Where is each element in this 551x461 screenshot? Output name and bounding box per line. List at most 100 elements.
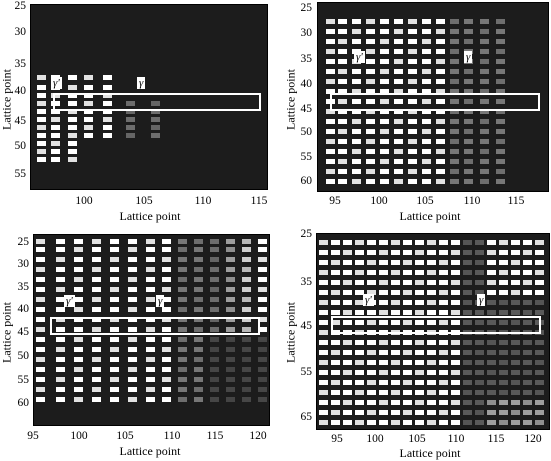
lattice-cell bbox=[326, 109, 335, 114]
lattice-cell bbox=[422, 149, 431, 154]
lattice-cell bbox=[511, 290, 520, 295]
lattice-cell bbox=[126, 101, 135, 106]
lattice-cell bbox=[178, 347, 187, 352]
lattice-cell bbox=[331, 400, 340, 405]
lattice-cell bbox=[352, 99, 361, 104]
lattice-cell bbox=[338, 79, 347, 84]
lattice-cell bbox=[258, 239, 267, 244]
lattice-cell bbox=[343, 260, 352, 265]
lattice-cell bbox=[146, 387, 155, 392]
lattice-cell bbox=[210, 307, 219, 312]
lattice-cell bbox=[37, 133, 46, 138]
lattice-cell bbox=[242, 239, 251, 244]
lattice-cell bbox=[480, 159, 489, 164]
lattice-cell bbox=[463, 370, 472, 375]
y-tick: 30 bbox=[300, 27, 313, 39]
lattice-cell bbox=[366, 119, 375, 124]
lattice-cell bbox=[436, 69, 445, 74]
lattice-cell bbox=[355, 410, 364, 415]
lattice-cell bbox=[394, 79, 403, 84]
lattice-cell bbox=[463, 320, 472, 325]
lattice-cell bbox=[535, 340, 544, 345]
lattice-cell bbox=[338, 99, 347, 104]
y-tick: 25 bbox=[300, 228, 313, 240]
lattice-cell bbox=[194, 387, 203, 392]
lattice-cell bbox=[326, 19, 335, 24]
lattice-cell bbox=[422, 139, 431, 144]
lattice-cell bbox=[366, 179, 375, 184]
lattice-cell bbox=[36, 387, 45, 392]
lattice-cell bbox=[380, 79, 389, 84]
lattice-cell bbox=[451, 410, 460, 415]
lattice-cell bbox=[37, 149, 46, 154]
lattice-cell bbox=[226, 247, 235, 252]
lattice-cell bbox=[511, 370, 520, 375]
lattice-cell bbox=[355, 380, 364, 385]
lattice-cell bbox=[391, 390, 400, 395]
x-axis-label: Lattice point bbox=[399, 209, 461, 223]
lattice-cell bbox=[451, 350, 460, 355]
lattice-cell bbox=[463, 280, 472, 285]
lattice-cell bbox=[480, 29, 489, 34]
lattice-cell bbox=[403, 400, 412, 405]
lattice-cell bbox=[331, 350, 340, 355]
lattice-cell bbox=[84, 125, 93, 130]
lattice-cell bbox=[451, 320, 460, 325]
lattice-cell bbox=[162, 377, 171, 382]
lattice-cell bbox=[56, 387, 65, 392]
lattice-cell bbox=[128, 239, 137, 244]
lattice-cell bbox=[391, 250, 400, 255]
lattice-cell bbox=[408, 69, 417, 74]
lattice-cell bbox=[367, 320, 376, 325]
lattice-cell bbox=[427, 240, 436, 245]
lattice-cell bbox=[523, 420, 532, 425]
lattice-cell bbox=[210, 257, 219, 262]
lattice-cell bbox=[379, 260, 388, 265]
lattice-cell bbox=[366, 79, 375, 84]
y-tick: 40 bbox=[14, 85, 27, 97]
lattice-cell bbox=[436, 39, 445, 44]
lattice-cell bbox=[535, 350, 544, 355]
lattice-cell bbox=[146, 337, 155, 342]
lattice-cell bbox=[415, 240, 424, 245]
lattice-cell bbox=[68, 133, 77, 138]
lattice-cell bbox=[427, 300, 436, 305]
lattice-cell bbox=[499, 400, 508, 405]
lattice-cell bbox=[380, 179, 389, 184]
x-tick: 100 bbox=[370, 195, 388, 207]
lattice-cell bbox=[427, 280, 436, 285]
lattice-cell bbox=[258, 327, 267, 332]
lattice-cell bbox=[436, 139, 445, 144]
lattice-cell bbox=[74, 327, 83, 332]
lattice-cell bbox=[403, 250, 412, 255]
lattice-cell bbox=[436, 179, 445, 184]
lattice-cell bbox=[475, 400, 484, 405]
lattice-cell bbox=[36, 247, 45, 252]
lattice-cell bbox=[210, 297, 219, 302]
lattice-cell bbox=[523, 390, 532, 395]
lattice-cell bbox=[535, 380, 544, 385]
lattice-cell bbox=[56, 397, 65, 402]
lattice-cell bbox=[499, 380, 508, 385]
lattice-cell bbox=[319, 250, 328, 255]
lattice-cell bbox=[496, 139, 505, 144]
lattice-cell bbox=[326, 159, 335, 164]
lattice-cell bbox=[146, 247, 155, 252]
y-tick: 65 bbox=[300, 411, 313, 423]
y-axis-label: Lattice point bbox=[0, 302, 14, 363]
lattice-cell bbox=[146, 297, 155, 302]
lattice-cell bbox=[126, 109, 135, 114]
lattice-cell bbox=[436, 99, 445, 104]
lattice-cell bbox=[523, 340, 532, 345]
lattice-cell bbox=[496, 49, 505, 54]
lattice-cell bbox=[68, 101, 77, 106]
lattice-cell bbox=[36, 327, 45, 332]
lattice-cell bbox=[366, 159, 375, 164]
lattice-cell bbox=[366, 49, 375, 54]
lattice-cell bbox=[463, 390, 472, 395]
y-tick: 25 bbox=[300, 2, 313, 14]
x-tick: 100 bbox=[75, 195, 93, 207]
lattice-cell bbox=[103, 75, 112, 80]
lattice-cell bbox=[103, 109, 112, 114]
lattice-cell bbox=[352, 109, 361, 114]
